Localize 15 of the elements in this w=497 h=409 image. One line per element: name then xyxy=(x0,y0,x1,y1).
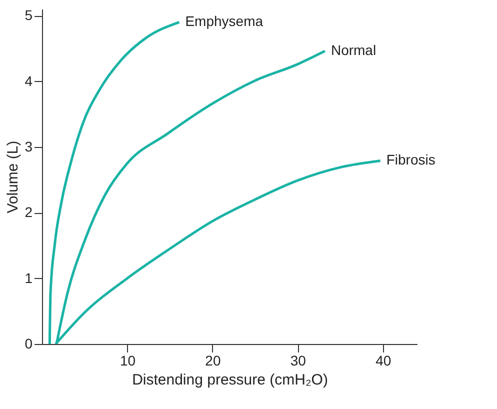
y-tick-label: 1 xyxy=(24,270,33,286)
y-tick-label: 2 xyxy=(24,204,33,220)
y-tick-label: 0 xyxy=(24,336,33,352)
series-label: Fibrosis xyxy=(386,152,436,168)
x-axis-title: Distending pressure (cmH₂O) xyxy=(132,372,328,388)
y-axis-title: Volume (L) xyxy=(4,140,22,214)
series-label: Normal xyxy=(330,42,376,58)
x-tick-label: 10 xyxy=(120,352,136,368)
y-tick-label: 5 xyxy=(24,7,33,24)
series-label: Emphysema xyxy=(185,13,264,30)
y-tick-label: 4 xyxy=(24,72,33,89)
x-tick-label: 40 xyxy=(376,352,392,368)
x-tick-label: 20 xyxy=(205,352,221,368)
x-tick-label: 30 xyxy=(290,352,306,368)
y-tick-label: 3 xyxy=(24,138,33,154)
